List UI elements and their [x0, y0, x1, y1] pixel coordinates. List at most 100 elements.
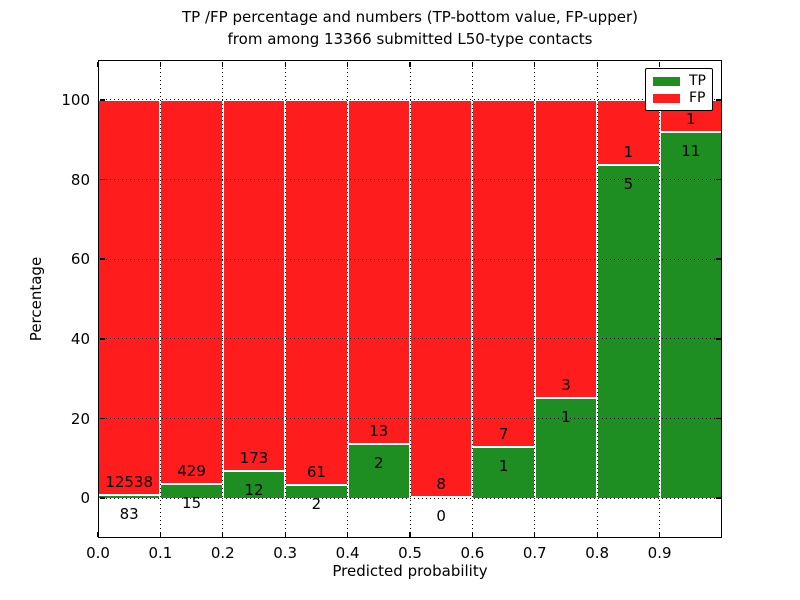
x-tick-mark [409, 531, 411, 537]
tp-count-label: 11 [681, 142, 701, 161]
gridline-horizontal [98, 338, 722, 340]
fp-count-label: 1 [623, 143, 634, 162]
bar-segment-tp [222, 472, 286, 499]
fp-count-label: 173 [239, 449, 269, 468]
y-tick-label: 80 [70, 170, 90, 189]
x-tick-label: 0.8 [585, 544, 610, 562]
x-tick-label: 0.6 [460, 544, 485, 562]
legend-entry-tp: TP [653, 74, 706, 88]
tp-count-label: 2 [374, 454, 384, 473]
chart-title-line-1: TP /FP percentage and numbers (TP-bottom… [182, 8, 638, 26]
x-tick-label: 0.3 [273, 544, 298, 562]
bar-segment-tp [597, 166, 660, 499]
bar-segment-fp [347, 99, 410, 446]
fp-count-label: 7 [498, 425, 509, 444]
fp-legend-swatch-icon [653, 93, 680, 103]
bar-segment-fp [534, 99, 598, 399]
y-tick-mark [715, 497, 721, 499]
x-tick-mark [159, 61, 162, 67]
x-tick-mark [471, 61, 474, 67]
x-tick-mark [222, 531, 224, 537]
bar-segment-fp [410, 99, 473, 499]
x-tick-mark [471, 531, 474, 537]
gridline-vertical [471, 60, 473, 538]
bar-segment-fp [472, 99, 535, 449]
gridline-vertical [222, 60, 224, 538]
x-tick-mark [596, 61, 598, 67]
x-tick-label: 0.0 [86, 544, 110, 562]
y-tick-mark [715, 258, 721, 260]
legend-label-tp: TP [689, 73, 706, 89]
tp-count-label: 1 [498, 457, 509, 476]
tp-count-label: 2 [311, 494, 322, 513]
bar-segment-fp [285, 99, 348, 486]
gridline-vertical [347, 60, 349, 538]
bar-segment-fp [98, 99, 161, 496]
y-tick-mark [99, 178, 105, 181]
x-tick-mark [534, 531, 536, 537]
y-tick-mark [99, 338, 105, 340]
tp-count-label: 0 [436, 507, 446, 526]
bar-segment-fp [160, 99, 223, 485]
x-tick-mark [658, 61, 661, 67]
x-tick-label: 0.7 [522, 544, 547, 562]
gridline-horizontal [98, 99, 722, 101]
gridline-horizontal [98, 418, 722, 419]
y-tick-label: 60 [70, 250, 90, 269]
tp-count-label: 5 [623, 175, 634, 194]
bar-segment-tp [347, 445, 410, 499]
y-tick-mark [715, 99, 721, 101]
fp-count-label: 429 [177, 461, 206, 480]
legend: TP FP [645, 68, 713, 111]
legend-entry-fp: FP [653, 91, 706, 105]
bar-segment-tp [472, 448, 535, 499]
x-tick-mark [284, 531, 286, 537]
y-tick-mark [99, 258, 105, 260]
gridline-vertical [534, 60, 536, 538]
tp-count-label: 15 [182, 493, 202, 512]
gridline-vertical [596, 60, 598, 538]
y-tick-mark [99, 99, 105, 101]
y-tick-label: 20 [70, 409, 90, 428]
x-tick-mark [409, 61, 411, 67]
gridline-vertical [659, 60, 661, 538]
tp-count-label: 1 [561, 407, 571, 426]
y-tick-mark [715, 417, 721, 420]
legend-label-fp: FP [689, 90, 706, 106]
bar-segment-tp [659, 133, 722, 499]
fp-count-label: 61 [306, 462, 326, 481]
gridline-horizontal [98, 258, 722, 260]
y-tick-label: 0 [80, 489, 90, 508]
fp-count-label: 13 [369, 422, 389, 441]
y-tick-mark [715, 178, 721, 181]
y-tick-mark [99, 497, 105, 499]
x-tick-label: 0.1 [148, 544, 173, 562]
x-tick-mark [596, 531, 598, 537]
x-tick-label: 0.5 [398, 544, 422, 562]
fp-count-label: 1 [686, 110, 696, 129]
bar-segment-tp [534, 398, 598, 499]
gridline-horizontal [98, 179, 722, 180]
tp-count-label: 12 [244, 481, 264, 500]
x-tick-label: 0.9 [647, 544, 672, 562]
x-tick-mark [658, 531, 661, 537]
gridline-vertical [159, 60, 161, 538]
tp-count-label: 83 [119, 504, 139, 523]
chart-title-line-2: from among 13366 submitted L50-type cont… [227, 30, 593, 48]
x-tick-mark [346, 61, 349, 67]
y-tick-mark [99, 417, 105, 420]
x-tick-mark [346, 531, 349, 537]
bar-segment-tp [160, 484, 223, 499]
gridline-vertical [284, 60, 286, 538]
fp-count-label: 3 [561, 375, 571, 394]
bar-segment-tp [285, 485, 348, 499]
x-tick-mark [159, 531, 162, 537]
fp-count-label: 8 [436, 475, 446, 494]
y-tick-label: 40 [70, 329, 90, 348]
tp-legend-swatch-icon [653, 76, 680, 86]
x-tick-label: 0.4 [335, 544, 360, 562]
x-tick-mark [284, 61, 286, 67]
x-tick-mark [97, 531, 99, 537]
